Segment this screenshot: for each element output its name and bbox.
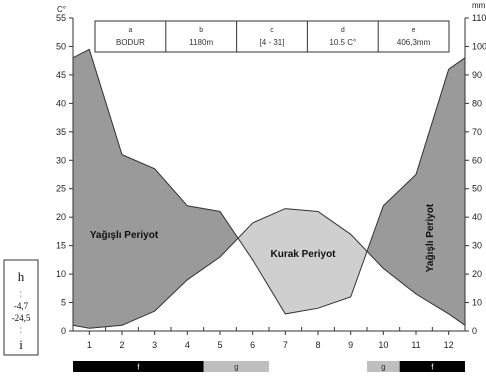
right-tick-label: 10 <box>472 298 482 308</box>
tick-layer: 0510152025303540455055010203040506070809… <box>56 13 486 350</box>
side-box-min-2: -24,5 <box>12 313 31 323</box>
x-tick-label: 7 <box>283 340 288 350</box>
right-tick-label: 20 <box>472 269 482 279</box>
precipitation-line <box>72 48 466 315</box>
side-box-i: i <box>19 337 23 352</box>
left-tick-label: 10 <box>56 269 66 279</box>
header-label: b <box>199 27 203 34</box>
wet-period-label-left: Yağışlı Periyot <box>90 230 159 241</box>
left-tick-label: 20 <box>56 212 66 222</box>
left-tick-label: 25 <box>56 184 66 194</box>
header-value: BODUR <box>116 38 145 47</box>
season-bar <box>203 361 269 372</box>
right-tick-label: 40 <box>472 212 482 222</box>
x-tick-label: 4 <box>185 340 190 350</box>
x-tick-label: 1 <box>87 340 92 350</box>
season-bar-label: f <box>137 363 140 372</box>
season-bar-label: g <box>381 363 385 372</box>
left-tick-label: 5 <box>61 298 66 308</box>
left-tick-label: 30 <box>56 155 66 165</box>
header-label: c <box>270 27 274 34</box>
left-tick-label: 45 <box>56 70 66 80</box>
left-tick-label: 55 <box>56 13 66 23</box>
right-axis-unit: mm <box>472 1 486 10</box>
side-box-min-1: -4,7 <box>14 301 29 311</box>
right-tick-label: 70 <box>472 127 482 137</box>
header-value: 406,3mm <box>397 38 431 47</box>
x-tick-label: 11 <box>411 340 420 350</box>
side-box-mark-1: ¦ <box>20 290 21 298</box>
area-layer <box>72 48 466 329</box>
dry-period-label: Kurak Periyot <box>270 249 336 260</box>
temperature-extremes-box: h ¦ -4,7 -24,5 ¦ i <box>3 259 39 356</box>
wet-period-label-right: Yağışlı Periyot <box>425 203 436 272</box>
left-tick-label: 15 <box>56 241 66 251</box>
right-tick-label: 0 <box>472 326 477 336</box>
side-box-mark-2: ¦ <box>20 326 21 334</box>
x-tick-label: 8 <box>315 340 320 350</box>
x-tick-label: 2 <box>119 340 124 350</box>
station-header: a BODUR b 1180m c [4 - 31] d 10.5 C° e 406,3mm <box>94 20 450 53</box>
x-tick-label: 9 <box>348 340 353 350</box>
right-tick-label: 50 <box>472 184 482 194</box>
header-label: a <box>128 27 132 34</box>
x-tick-label: 10 <box>378 340 388 350</box>
right-tick-label: 30 <box>472 241 482 251</box>
side-box-h: h <box>18 269 25 284</box>
header-box <box>94 20 450 53</box>
x-tick-label: 6 <box>250 340 255 350</box>
header-label: d <box>341 27 345 34</box>
right-tick-label: 60 <box>472 155 482 165</box>
season-bar-label: f <box>431 363 434 372</box>
right-tick-label: 110 <box>472 13 486 23</box>
temperature-line <box>72 208 466 329</box>
left-tick-label: 0 <box>61 326 66 336</box>
season-bar <box>73 361 204 372</box>
right-tick-label: 90 <box>472 70 482 80</box>
x-tick-label: 3 <box>152 340 157 350</box>
header-label: e <box>412 27 416 34</box>
x-tick-label: 5 <box>217 340 222 350</box>
header-value: [4 - 31] <box>260 38 285 47</box>
right-tick-label: 100 <box>472 41 486 51</box>
left-tick-label: 35 <box>56 127 66 137</box>
right-tick-label: 80 <box>472 98 482 108</box>
left-tick-label: 50 <box>56 41 66 51</box>
season-bar <box>399 361 465 372</box>
x-tick-label: 12 <box>444 340 454 350</box>
header-value: 10.5 C° <box>329 38 356 47</box>
season-bar <box>367 361 400 372</box>
left-tick-label: 40 <box>56 98 66 108</box>
header-value: 1180m <box>189 38 213 47</box>
left-axis-unit: C° <box>57 5 66 14</box>
season-bar-label: g <box>234 363 238 372</box>
